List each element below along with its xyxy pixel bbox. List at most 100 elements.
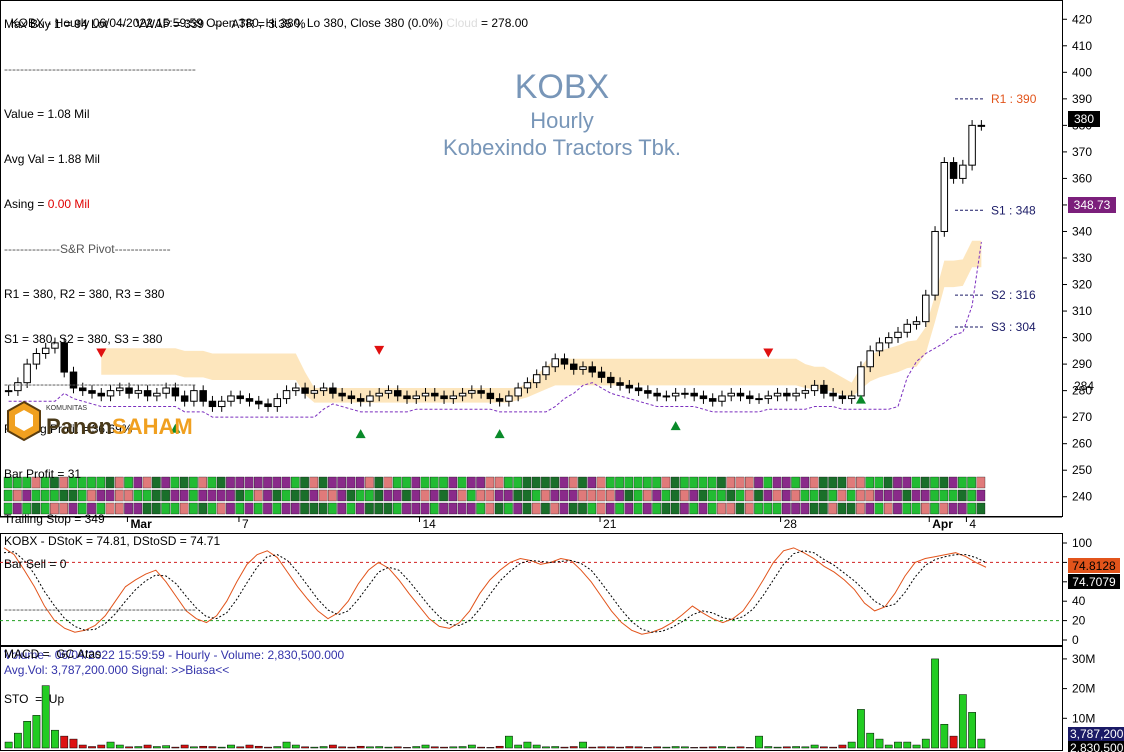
signal-strip-cell: [856, 490, 864, 501]
signal-strip-cell: [338, 477, 346, 488]
signal-strip-cell: [597, 490, 605, 501]
candle-body: [265, 404, 271, 407]
signal-strip-cell: [884, 477, 892, 488]
signal-strip-cell: [690, 490, 698, 501]
signal-strip-cell: [208, 477, 216, 488]
signal-strip-cell: [254, 503, 262, 514]
volume-bar: [774, 747, 781, 748]
info-pivot-title: --------------S&R Pivot--------------: [4, 242, 196, 257]
signal-strip-cell: [967, 490, 975, 501]
signal-strip-cell: [819, 503, 827, 514]
candle-body: [533, 375, 539, 383]
volume-bar: [403, 747, 410, 748]
header-cloud-label: Cloud: [446, 16, 477, 30]
volume-bar: [811, 745, 818, 748]
candle-body: [978, 125, 984, 126]
signal-strip-cell: [856, 503, 864, 514]
candle-body: [469, 391, 475, 394]
volume-bar: [607, 747, 614, 748]
candle-body: [311, 391, 317, 394]
signal-strip-cell: [940, 503, 948, 514]
volume-bar: [107, 742, 114, 748]
candle-body: [811, 385, 817, 390]
candle-body: [228, 396, 234, 401]
signal-strip-cell: [717, 490, 725, 501]
pivot-label: S1 : 348: [991, 203, 1036, 217]
candle-body: [756, 399, 762, 400]
volume-bar: [635, 747, 642, 748]
signal-strip-cell: [838, 490, 846, 501]
signal-strip-cell: [903, 490, 911, 501]
signal-strip-cell: [226, 490, 234, 501]
price-tick-label: 360: [1072, 171, 1092, 185]
signal-strip-cell: [643, 490, 651, 501]
signal-strip-cell: [847, 477, 855, 488]
signal-strip-cell: [662, 490, 670, 501]
price-tick-label: 310: [1072, 304, 1092, 318]
date-tick-label: 28: [784, 517, 798, 531]
volume-bar: [477, 747, 484, 748]
signal-strip-cell: [421, 490, 429, 501]
candle-body: [320, 388, 326, 391]
info-bar-sell: Bar Sell = 0: [4, 557, 196, 572]
price-tick-label: 420: [1072, 12, 1092, 26]
signal-strip-cell: [458, 477, 466, 488]
info-sto: STO = Up: [4, 692, 196, 707]
signal-strip-cell: [430, 503, 438, 514]
signal-strip-cell: [866, 490, 874, 501]
signal-strip-cell: [773, 477, 781, 488]
signal-strip-cell: [773, 490, 781, 501]
watermark-ticker: KOBX: [515, 68, 609, 106]
signal-strip-cell: [236, 503, 244, 514]
volume-bar: [376, 747, 383, 748]
candle-body: [256, 401, 262, 404]
signal-strip-cell: [412, 503, 420, 514]
signal-strip-cell: [263, 477, 271, 488]
signal-strip-cell: [449, 490, 457, 501]
candle-body: [923, 295, 929, 322]
volume-bar: [718, 747, 725, 748]
volume-bar: [533, 745, 540, 748]
signal-strip-cell: [875, 503, 883, 514]
signal-strip-cell: [199, 477, 207, 488]
candle-body: [691, 393, 697, 396]
signal-strip-cell: [791, 490, 799, 501]
signal-strip-cell: [291, 490, 299, 501]
signal-strip-cell: [949, 503, 957, 514]
signal-strip-cell: [866, 477, 874, 488]
signal-strip-cell: [328, 490, 336, 501]
volume-bar: [487, 747, 494, 748]
signal-strip-cell: [875, 477, 883, 488]
candle-body: [672, 393, 678, 396]
signal-strip-cell: [236, 477, 244, 488]
signal-strip-cell: [263, 503, 271, 514]
volume-bar: [561, 747, 568, 748]
signal-strip-cell: [967, 477, 975, 488]
signal-strip-cell: [282, 490, 290, 501]
price-tick-label: 250: [1072, 463, 1092, 477]
volume-bar: [691, 747, 698, 748]
signal-strip-cell: [393, 477, 401, 488]
candle-body: [339, 393, 345, 396]
volume-bar: [950, 736, 957, 748]
signal-strip-cell: [791, 477, 799, 488]
signal-strip-cell: [273, 503, 281, 514]
trailing-stop-label: 348.73: [1074, 198, 1111, 212]
signal-strip-cell: [958, 490, 966, 501]
signal-strip-cell: [745, 490, 753, 501]
volume-bar: [709, 747, 716, 748]
candle-body: [876, 343, 882, 351]
signal-strip-cell: [347, 503, 355, 514]
volume-bar: [209, 747, 216, 748]
volume-bar: [329, 745, 336, 748]
volume-bar: [153, 747, 160, 748]
signal-strip-cell: [977, 477, 985, 488]
volume-bar: [79, 745, 86, 748]
signal-strip-cell: [412, 490, 420, 501]
signal-strip-cell: [467, 503, 475, 514]
candle-body: [283, 391, 289, 399]
signal-strip-cell: [458, 503, 466, 514]
signal-strip-cell: [578, 503, 586, 514]
signal-strip-cell: [903, 477, 911, 488]
sto-tick-label: 40: [1072, 594, 1086, 608]
